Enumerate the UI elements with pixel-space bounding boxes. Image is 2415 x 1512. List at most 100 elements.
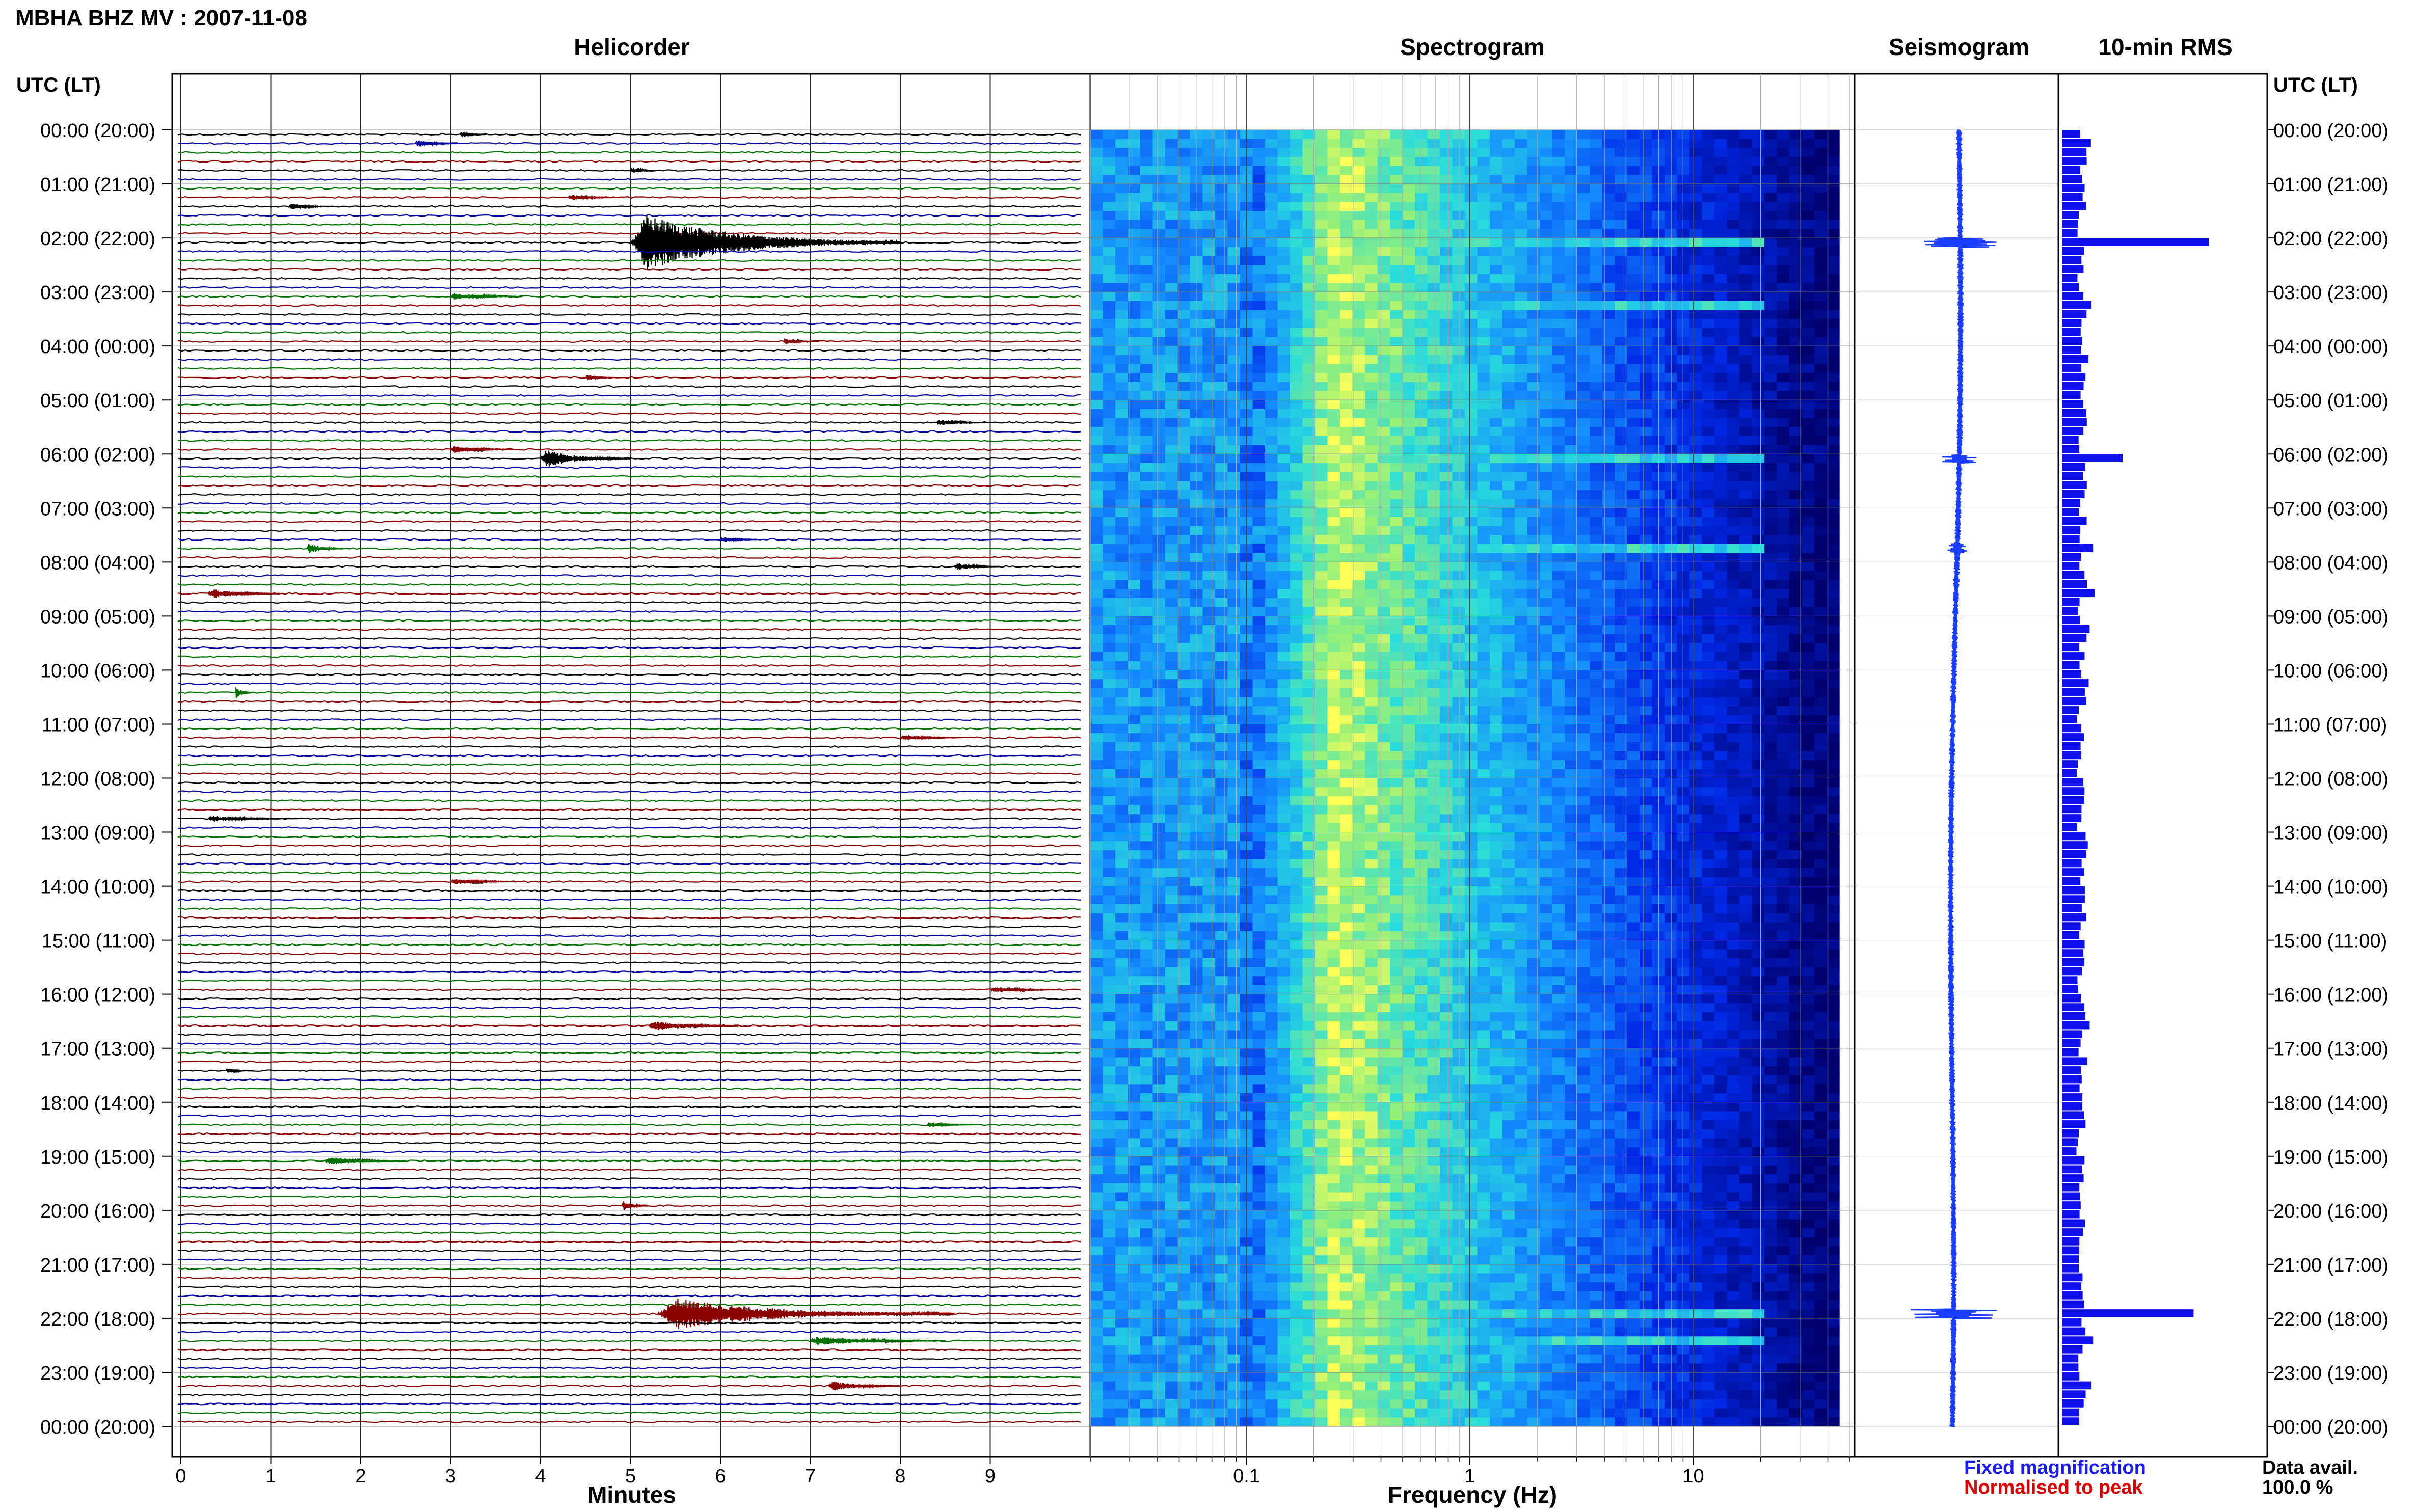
spectrogram-cell xyxy=(1140,292,1153,301)
spectrogram-cell xyxy=(1752,310,1764,319)
spectrogram-cell xyxy=(1590,814,1602,823)
spectrogram-cell xyxy=(1540,553,1552,562)
spectrogram-cell xyxy=(1140,157,1153,166)
spectrogram-cell xyxy=(1802,148,1814,157)
spectrogram-cell xyxy=(1789,139,1802,148)
spectrogram-cell xyxy=(1515,427,1527,436)
spectrogram-cell xyxy=(1702,319,1714,328)
spectrogram-cell xyxy=(1328,481,1340,490)
spectrogram-cell xyxy=(1415,148,1428,157)
spectrogram-cell xyxy=(1215,265,1228,274)
spectrogram-cell xyxy=(1777,328,1789,337)
spectrogram-cell xyxy=(1178,616,1191,625)
spectrogram-cell xyxy=(1602,436,1615,445)
spectrogram-cell xyxy=(1453,679,1465,688)
spectrogram-cell xyxy=(1515,733,1527,742)
spectrogram-cell xyxy=(1814,193,1827,202)
spectrogram-cell xyxy=(1502,373,1515,382)
spectrogram-cell xyxy=(1353,742,1365,751)
spectrogram-cell xyxy=(1390,418,1403,427)
spectrogram-cell xyxy=(1253,364,1266,373)
spectrogram-cell xyxy=(1165,373,1178,382)
spectrogram-cell xyxy=(1615,661,1627,670)
spectrogram-cell xyxy=(1215,328,1228,337)
spectrogram-cell xyxy=(1752,481,1764,490)
spectrogram-cell xyxy=(1353,445,1365,454)
spectrogram-cell xyxy=(1552,292,1565,301)
spectrogram-cell xyxy=(1789,661,1802,670)
spectrogram-cell xyxy=(1403,328,1415,337)
spectrogram-cell xyxy=(1714,598,1727,607)
spectrogram-cell xyxy=(1478,508,1490,517)
spectrogram-cell xyxy=(1527,220,1540,229)
spectrogram-cell xyxy=(1103,184,1116,193)
spectrogram-cell xyxy=(1615,256,1627,265)
spectrogram-cell xyxy=(1103,346,1116,355)
spectrogram-cell xyxy=(1602,292,1615,301)
spectrogram-cell xyxy=(1153,490,1166,499)
spectrogram-cell xyxy=(1552,778,1565,788)
spectrogram-cell xyxy=(1764,481,1777,490)
spectrogram-cell xyxy=(1203,805,1216,815)
spectrogram-cell xyxy=(1577,733,1590,742)
spectrogram-cell xyxy=(1328,166,1340,175)
spectrogram-cell xyxy=(1278,373,1291,382)
spectrogram-cell xyxy=(1540,625,1552,634)
spectrogram-cell xyxy=(1814,697,1827,706)
spectrogram-cell xyxy=(1602,481,1615,490)
spectrogram-cell xyxy=(1665,364,1677,373)
spectrogram-cell xyxy=(1478,418,1490,427)
spectrogram-cell xyxy=(1153,751,1166,761)
spectrogram-cell xyxy=(1527,715,1540,724)
spectrogram-cell xyxy=(1103,634,1116,643)
spectrogram-cell xyxy=(1140,184,1153,193)
spectrogram-cell xyxy=(1789,391,1802,400)
spectrogram-cell xyxy=(1115,616,1128,625)
spectrogram-cell xyxy=(1115,742,1128,751)
spectrogram-cell xyxy=(1153,526,1166,535)
spectrogram-cell xyxy=(1115,589,1128,598)
spectrogram-cell xyxy=(1527,427,1540,436)
spectrogram-cell xyxy=(1403,715,1415,724)
spectrogram-cell xyxy=(1702,490,1714,499)
spectrogram-cell xyxy=(1403,427,1415,436)
spectrogram-cell xyxy=(1677,256,1689,265)
spectrogram-cell xyxy=(1340,805,1353,815)
spectrogram-cell xyxy=(1515,742,1527,751)
spectrogram-cell xyxy=(1540,328,1552,337)
spectrogram-cell xyxy=(1465,220,1478,229)
spectrogram-cell xyxy=(1290,400,1303,409)
spectrogram-cell xyxy=(1315,661,1328,670)
spectrogram-cell xyxy=(1353,391,1365,400)
spectrogram-cell xyxy=(1502,220,1515,229)
spectrogram-cell xyxy=(1428,670,1440,679)
spectrogram-cell xyxy=(1428,751,1440,761)
spectrogram-cell xyxy=(1365,814,1378,823)
spectrogram-cell xyxy=(1428,571,1440,580)
spectrogram-cell xyxy=(1677,787,1689,796)
spectrogram-cell xyxy=(1552,787,1565,796)
spectrogram-cell xyxy=(1764,436,1777,445)
spectrogram-cell xyxy=(1353,229,1365,238)
spectrogram-cell xyxy=(1453,661,1465,670)
spectrogram-cell xyxy=(1789,724,1802,734)
spectrogram-cell xyxy=(1090,130,1103,139)
spectrogram-cell xyxy=(1602,364,1615,373)
spectrogram-cell xyxy=(1328,229,1340,238)
spectrogram-cell xyxy=(1640,607,1652,616)
spectrogram-cell xyxy=(1440,391,1453,400)
spectrogram-cell xyxy=(1789,211,1802,220)
spectrogram-cell xyxy=(1265,697,1278,706)
spectrogram-cell xyxy=(1153,427,1166,436)
spectrogram-cell xyxy=(1478,661,1490,670)
spectrogram-cell xyxy=(1315,337,1328,346)
spectrogram-cell xyxy=(1739,409,1752,418)
spectrogram-cell xyxy=(1565,238,1577,247)
spectrogram-cell xyxy=(1415,472,1428,481)
spectrogram-cell xyxy=(1640,688,1652,697)
spectrogram-cell xyxy=(1428,616,1440,625)
spectrogram-cell xyxy=(1153,229,1166,238)
spectrogram-cell xyxy=(1415,508,1428,517)
spectrogram-cell xyxy=(1689,598,1702,607)
spectrogram-cell xyxy=(1627,607,1640,616)
